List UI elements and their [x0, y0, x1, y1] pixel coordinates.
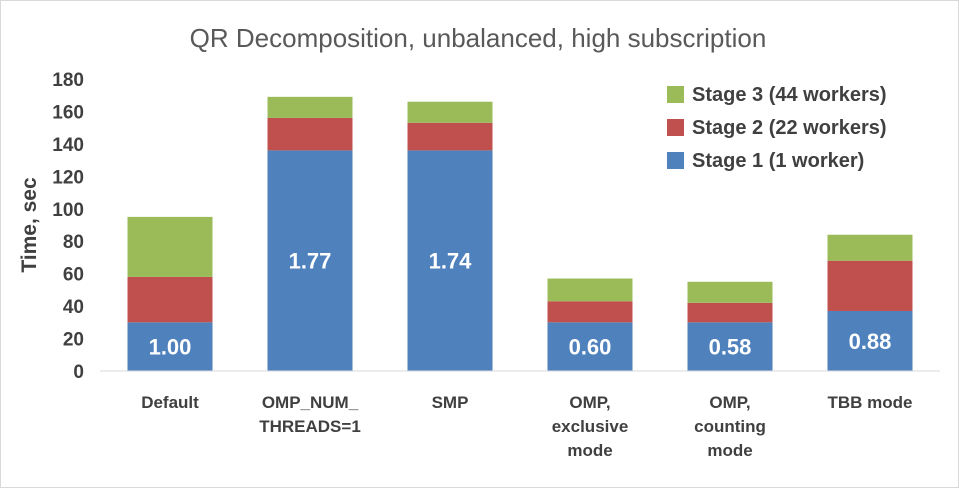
bar-segment-stage-2: [267, 117, 353, 151]
bar-segment-stage-3: [687, 281, 773, 303]
bar-segment-stage-2: [547, 301, 633, 323]
bar-segment-stage-3: [407, 101, 493, 123]
x-category-label: OMP,: [709, 393, 750, 412]
bar-segment-stage-3: [827, 234, 913, 261]
data-label: 0.88: [849, 329, 892, 354]
y-tick-label: 180: [52, 70, 84, 91]
x-category-label: TBB mode: [828, 393, 913, 412]
data-label: 0.60: [569, 335, 612, 360]
x-category-label: OMP,: [569, 393, 610, 412]
data-label: 0.58: [709, 335, 752, 360]
x-category-label: OMP_NUM_: [262, 393, 359, 412]
bar-segment-stage-2: [127, 276, 213, 323]
x-category-label: exclusive: [552, 417, 629, 436]
bar-segment-stage-1: [267, 150, 353, 371]
bar-segment-stage-2: [407, 122, 493, 151]
x-category-label: counting: [694, 417, 766, 436]
bar-segment-stage-1: [407, 150, 493, 371]
bar-segment-stage-3: [127, 216, 213, 277]
legend-label: Stage 2 (22 workers): [692, 117, 887, 139]
y-tick-label: 60: [63, 265, 84, 286]
data-label: 1.74: [429, 249, 473, 274]
bar-segment-stage-1: [827, 310, 913, 371]
bar-segment-stage-2: [827, 260, 913, 311]
y-tick-label: 40: [63, 297, 84, 318]
legend-swatch: [667, 86, 684, 103]
bar-segment-stage-3: [267, 96, 353, 118]
y-axis-label: Time, sec: [18, 177, 41, 273]
data-label: 1.77: [289, 249, 332, 274]
bar-segment-stage-1: [687, 322, 773, 371]
bar-segment-stage-2: [687, 302, 773, 323]
y-tick-label: 80: [63, 232, 84, 253]
bar-segment-stage-1: [547, 322, 633, 371]
y-tick-label: 140: [52, 135, 84, 156]
x-category-label: mode: [567, 441, 612, 460]
bar-segment-stage-1: [127, 322, 213, 371]
y-tick-label: 20: [63, 330, 84, 351]
y-tick-label: 0: [73, 362, 84, 383]
x-category-label: THREADS=1: [259, 417, 361, 436]
legend-swatch: [667, 119, 684, 136]
data-label: 1.00: [149, 335, 192, 360]
y-tick-label: 160: [52, 102, 84, 123]
legend-label: Stage 1 (1 worker): [692, 150, 864, 172]
x-axis-categories: Default OMP_NUM_ THREADS=1 SMP OMP, exclusive…: [141, 393, 912, 460]
y-axis-ticks: 0 20 40 60 80 100 120 140 160 180: [52, 70, 84, 383]
x-category-label: mode: [707, 441, 752, 460]
legend-label: Stage 3 (44 workers): [692, 84, 887, 106]
bar-segment-stage-3: [547, 278, 633, 302]
y-tick-label: 120: [52, 167, 84, 188]
x-category-label: Default: [141, 393, 199, 412]
legend: Stage 3 (44 workers) Stage 2 (22 workers)…: [667, 84, 887, 172]
chart-title: QR Decomposition, unbalanced, high subsc…: [190, 23, 767, 53]
x-category-label: SMP: [432, 393, 469, 412]
bars-group: 1.00 1.77 1.74 0.60 0.58 0.88: [127, 96, 913, 371]
y-tick-label: 100: [52, 200, 84, 221]
legend-swatch: [667, 152, 684, 169]
